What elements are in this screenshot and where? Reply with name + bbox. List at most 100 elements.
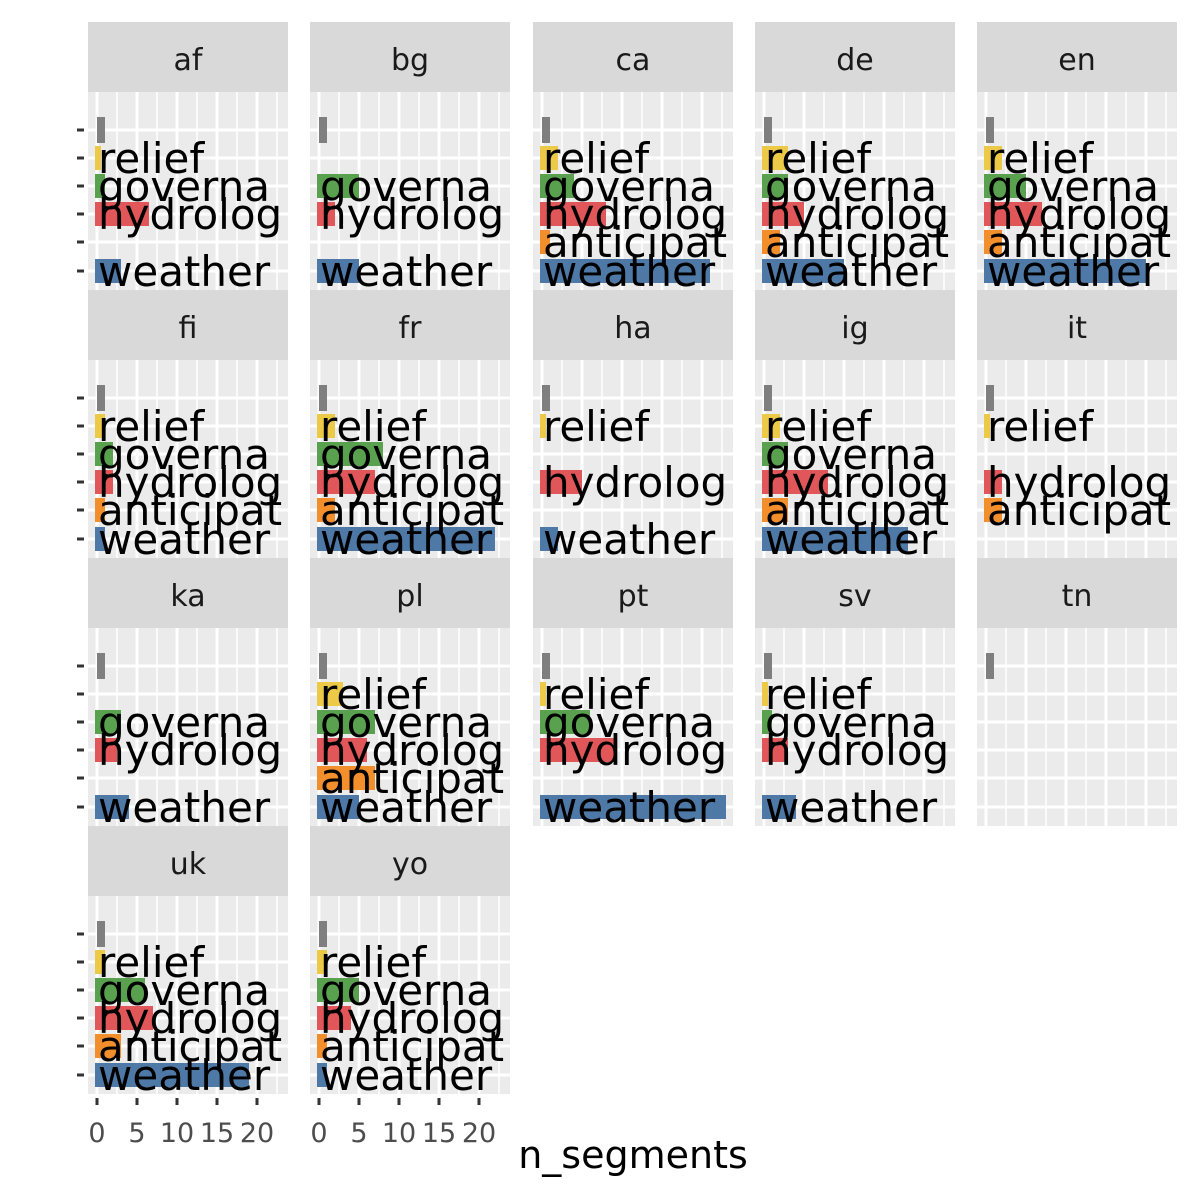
- x-tick-label: 5: [350, 1118, 367, 1149]
- bar-hydrology: [317, 470, 375, 494]
- facet-strip: [977, 22, 1177, 92]
- plot-background: [977, 628, 1177, 826]
- bar-blank: [97, 385, 105, 411]
- bar-label-weather: weather: [98, 247, 271, 296]
- bar-relief: [95, 146, 101, 170]
- bar-label-governance: governa: [320, 698, 492, 747]
- facet-strip: [755, 558, 955, 628]
- bar-weather: [95, 1063, 249, 1087]
- x-tick-label: 10: [382, 1118, 416, 1149]
- bar-label-governance: governa: [543, 162, 715, 211]
- bar-label-weather: weather: [765, 247, 938, 296]
- facet-strip-label: fr: [399, 311, 423, 346]
- bar-label-weather: weather: [98, 783, 271, 832]
- bar-blank: [986, 653, 994, 679]
- bar-governance: [762, 710, 772, 734]
- bar-label-hydrology: hydrolog: [98, 994, 282, 1043]
- bar-label-governance: governa: [320, 162, 492, 211]
- bar-label-relief: relief: [765, 134, 872, 183]
- bar-label-hydrology: hydrolog: [98, 726, 282, 775]
- bar-anticipatory: [984, 498, 1002, 522]
- facet-strip: [533, 558, 733, 628]
- bar-label-anticipatory: anticipat: [98, 1022, 282, 1071]
- bar-weather: [95, 527, 105, 551]
- bar-relief: [540, 146, 558, 170]
- bar-hydrology: [984, 470, 1002, 494]
- bar-blank: [986, 117, 994, 143]
- facet-strip-label: ig: [841, 311, 868, 346]
- bar-governance: [317, 978, 359, 1002]
- bar-weather: [762, 527, 908, 551]
- bar-hydrology: [540, 738, 614, 762]
- bar-label-hydrology: hydrolog: [987, 458, 1171, 507]
- bar-weather: [540, 527, 558, 551]
- facet-strip-label: ha: [614, 311, 651, 346]
- facet-strip: [88, 826, 288, 896]
- bar-anticipatory: [540, 230, 550, 254]
- bar-blank: [97, 117, 105, 143]
- bar-governance: [762, 442, 788, 466]
- bar-label-relief: relief: [543, 402, 650, 451]
- facet-panel-de: dereliefgovernahydrologanticipatweather0…: [755, 22, 955, 345]
- bar-relief: [95, 950, 105, 974]
- bar-hydrology: [95, 738, 117, 762]
- bar-label-relief: relief: [765, 402, 872, 451]
- plot-background: [755, 360, 955, 558]
- bar-label-hydrology: hydrolog: [765, 458, 949, 507]
- facet-strip-label: en: [1058, 43, 1095, 78]
- bar-label-governance: governa: [765, 430, 937, 479]
- facet-strip: [88, 558, 288, 628]
- facet-strip: [310, 22, 510, 92]
- facet-strip-label: fi: [179, 311, 198, 346]
- bar-anticipatory: [762, 498, 788, 522]
- bar-label-relief: relief: [987, 134, 1094, 183]
- facet-strip: [533, 22, 733, 92]
- facet-panel-ha: ha relief hydrolog weather: [533, 290, 733, 558]
- bar-hydrology: [317, 1006, 351, 1030]
- x-tick-label: 20: [240, 1118, 274, 1149]
- bar-hydrology: [762, 470, 828, 494]
- bar-label-weather: weather: [320, 247, 493, 296]
- facet-strip-label: sv: [838, 579, 871, 614]
- x-tick-label: 0: [88, 1118, 105, 1149]
- bar-label-weather: weather: [98, 1051, 271, 1100]
- bar-label-weather: weather: [543, 247, 716, 296]
- bar-label-hydrology: hydrolog: [987, 190, 1171, 239]
- bar-hydrology: [762, 202, 804, 226]
- plot-background: [88, 92, 288, 290]
- bar-label-governance: governa: [320, 430, 492, 479]
- bar-relief: [984, 146, 1002, 170]
- bar-label-hydrology: hydrolog: [320, 458, 504, 507]
- bar-hydrology: [540, 202, 606, 226]
- facet-strip: [755, 22, 955, 92]
- bar-relief: [540, 682, 546, 706]
- bar-label-governance: governa: [987, 162, 1159, 211]
- bar-blank: [319, 385, 327, 411]
- bar-label-relief: relief: [987, 402, 1094, 451]
- bar-blank: [986, 385, 994, 411]
- bar-hydrology: [317, 738, 367, 762]
- bar-blank: [97, 921, 105, 947]
- bar-label-anticipatory: anticipat: [765, 486, 949, 535]
- bar-anticipatory: [95, 498, 105, 522]
- bar-label-group: relief hydrolog weather: [543, 402, 727, 558]
- bar-anticipatory: [317, 1034, 327, 1058]
- bar-label-governance: governa: [98, 430, 270, 479]
- bar-governance: [95, 978, 145, 1002]
- facet-strip: [88, 22, 288, 92]
- bar-hydrology: [762, 738, 788, 762]
- bar-label-governance: governa: [765, 698, 937, 747]
- bar-weather: [540, 795, 726, 819]
- bar-label-relief: relief: [320, 670, 427, 719]
- bar-label-anticipatory: anticipat: [987, 218, 1171, 267]
